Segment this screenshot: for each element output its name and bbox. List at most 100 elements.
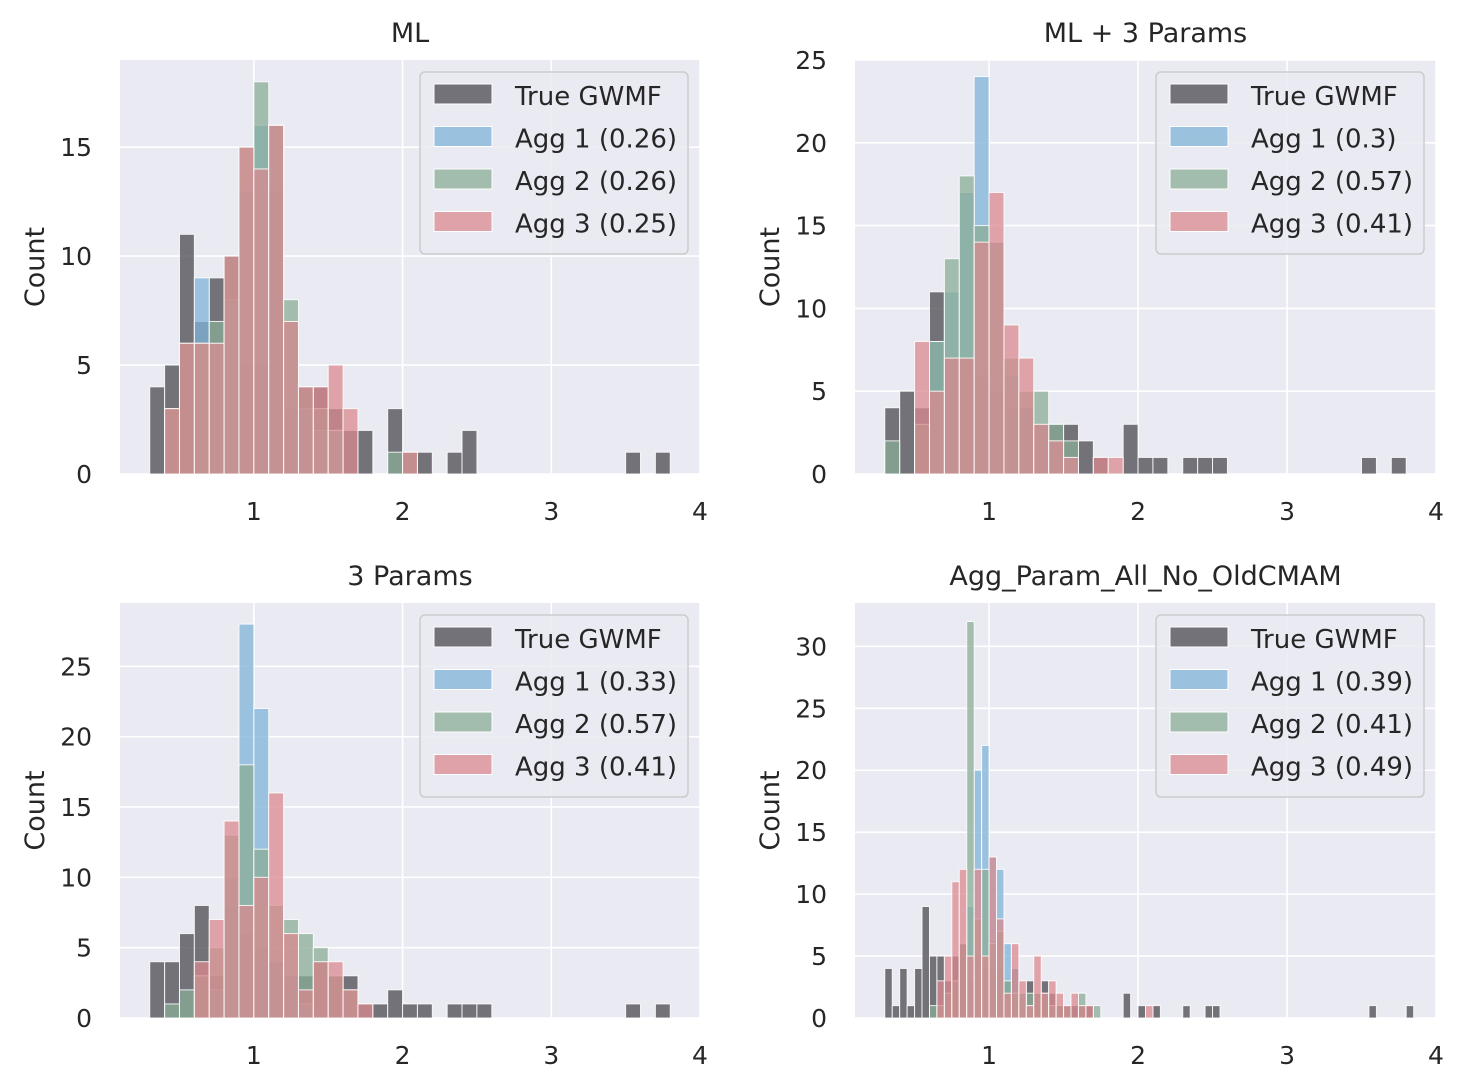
legend-entry: True GWMF xyxy=(514,625,662,655)
series-agg3 xyxy=(164,124,418,475)
histogram-bar xyxy=(164,408,180,475)
legend-entry: Agg 1 (0.26) xyxy=(515,125,677,155)
histogram-bar xyxy=(1070,992,1079,1019)
histogram-bar xyxy=(223,255,240,475)
series-agg3 xyxy=(193,792,374,1019)
histogram-bar xyxy=(1033,955,1042,1019)
legend-swatch xyxy=(433,83,493,105)
x-tick-label: 3 xyxy=(1279,497,1295,526)
legend-entry: Agg 1 (0.3) xyxy=(1251,125,1397,155)
histogram-bar xyxy=(208,919,225,1019)
histogram-bar xyxy=(297,386,314,475)
histogram-bar xyxy=(914,341,930,475)
y-tick-label: 0 xyxy=(76,1004,92,1033)
histogram-bar xyxy=(149,961,166,1019)
histogram-bar xyxy=(1197,456,1214,475)
legend-box xyxy=(419,71,689,255)
subplot-title: 3 Params xyxy=(347,561,472,592)
y-tick-label: 5 xyxy=(811,377,827,406)
histogram-bar xyxy=(446,1003,463,1019)
legend-entry: Agg 1 (0.39) xyxy=(1251,668,1413,698)
histogram-bar xyxy=(654,1003,671,1019)
legend-box xyxy=(419,614,689,798)
legend-box xyxy=(1155,71,1425,255)
histogram-bar xyxy=(958,868,968,1019)
histogram-bar xyxy=(193,961,210,1019)
histogram-bar xyxy=(312,961,329,1019)
histogram-bar xyxy=(1018,980,1027,1019)
y-tick-label: 10 xyxy=(795,880,827,909)
histogram-bar xyxy=(149,386,166,475)
x-tick-label: 4 xyxy=(1428,497,1444,526)
subplot-title: ML xyxy=(391,18,429,49)
legend: True GWMF Agg 1 (0.26) Agg 2 (0.26) Agg 3 (… xyxy=(419,71,689,255)
y-axis-label: Count xyxy=(755,770,786,850)
y-tick-label: 20 xyxy=(795,756,827,785)
histogram-bar xyxy=(1085,1005,1094,1019)
legend: True GWMF Agg 1 (0.33) Agg 2 (0.57) Agg 3 (… xyxy=(419,614,689,798)
histogram-bar xyxy=(1212,456,1228,475)
legend-swatch xyxy=(1169,168,1229,190)
histogram-bar xyxy=(327,961,344,1019)
histogram-bar xyxy=(327,364,344,475)
legend-entry: Agg 3 (0.25) xyxy=(515,210,677,240)
histogram-bar xyxy=(928,1005,938,1019)
histogram-bar xyxy=(973,241,990,475)
histogram-bar xyxy=(1204,1005,1214,1019)
histogram-bar xyxy=(1182,1005,1191,1019)
legend-swatch xyxy=(433,126,493,147)
y-tick-label: 25 xyxy=(60,652,92,681)
legend-entry: Agg 2 (0.26) xyxy=(515,167,677,197)
histogram-bar xyxy=(1405,1005,1415,1019)
x-tick-label: 3 xyxy=(543,1041,559,1070)
x-tick-label: 4 xyxy=(692,497,708,526)
histogram-bar xyxy=(654,451,671,475)
legend: True GWMF Agg 1 (0.3) Agg 2 (0.57) Agg 3 (0… xyxy=(1155,71,1425,255)
histogram-bar xyxy=(1137,1005,1146,1019)
histogram-bar xyxy=(943,955,953,1019)
y-tick-label: 10 xyxy=(60,863,92,892)
legend-swatch xyxy=(433,211,493,232)
subplot-title: Agg_Param_All_No_OldCMAM xyxy=(949,561,1341,592)
histogram-bar xyxy=(178,989,195,1019)
histogram-bar xyxy=(1122,423,1139,475)
histogram-bar xyxy=(1055,992,1065,1019)
histogram-bar xyxy=(1018,357,1035,475)
legend-swatch xyxy=(433,626,493,648)
legend-swatch xyxy=(433,168,493,190)
subplot-4: 1 2 3 4 0 5 10 15 20 25 30 Agg_Param_All_No_OldCMAM… xyxy=(755,561,1444,1070)
legend-swatch xyxy=(1169,711,1229,733)
histogram-bar xyxy=(416,451,433,475)
y-tick-label: 20 xyxy=(795,129,827,158)
histogram-bar xyxy=(1063,456,1079,475)
y-axis-label: Count xyxy=(755,227,786,307)
histogram-bar xyxy=(928,390,945,475)
legend-swatch xyxy=(433,754,493,775)
histogram-bar xyxy=(402,1003,418,1019)
subplot-3: 1 2 3 4 0 5 10 15 20 25 3 Params Count True GWMF Agg … xyxy=(20,561,708,1070)
series-agg3 xyxy=(936,856,1154,1019)
legend-entry: Agg 2 (0.41) xyxy=(1251,710,1413,740)
histogram-bar xyxy=(943,357,960,475)
legend-entry: True GWMF xyxy=(1250,625,1398,655)
y-tick-label: 30 xyxy=(795,632,827,661)
y-tick-label: 0 xyxy=(811,460,827,489)
x-tick-label: 1 xyxy=(246,1041,262,1070)
y-tick-label: 15 xyxy=(795,212,827,241)
histogram-bar xyxy=(268,792,285,1019)
histogram-bar xyxy=(1092,456,1109,475)
histogram-bar xyxy=(1092,1005,1102,1019)
histogram-bar xyxy=(906,1005,916,1019)
histogram-bar xyxy=(1145,1005,1154,1019)
histogram-bar xyxy=(884,967,893,1019)
x-tick-label: 2 xyxy=(395,1041,411,1070)
histogram-bar xyxy=(1152,456,1169,475)
histogram-bar xyxy=(253,876,270,1019)
y-tick-label: 15 xyxy=(795,818,827,847)
x-tick-label: 3 xyxy=(543,497,559,526)
histogram-bar xyxy=(357,429,374,475)
x-tick-label: 2 xyxy=(1130,497,1146,526)
y-tick-label: 25 xyxy=(795,694,827,723)
histogram-bar xyxy=(891,1005,901,1019)
